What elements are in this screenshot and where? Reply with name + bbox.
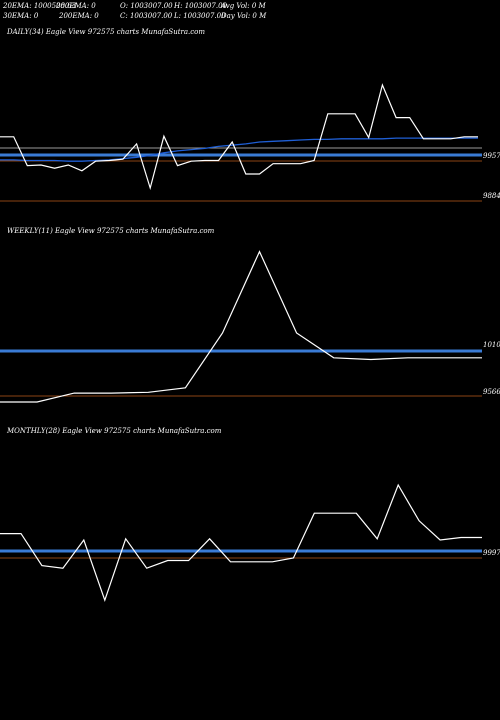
low-text: L: 1003007.00 [174, 12, 226, 20]
ema20-text: 20EMA: 1000508.63 [3, 2, 77, 10]
monthly-y-label: 9997 [483, 549, 500, 557]
weekly-y-label-upper: 10107 [483, 341, 500, 349]
high-text: H: 1003007.00 [174, 2, 227, 10]
avgvol-text: Avg Vol: 0 M [221, 2, 266, 10]
ema30-text: 30EMA: 0 [3, 12, 39, 20]
daily-y-label-lower: 9884 [483, 192, 500, 200]
open-text: O: 1003007.00 [120, 2, 173, 10]
monthly-price-line [0, 483, 482, 603]
weekly-chart-title: WEEKLY(11) Eagle View 972575 charts Muna… [7, 227, 215, 235]
daily-chart-title: DAILY(34) Eagle View 972575 charts Munaf… [7, 28, 206, 36]
ema200-text: 200EMA: 0 [56, 2, 96, 10]
ema200b-text: 200EMA: 0 [59, 12, 99, 20]
daily-ema-line [0, 137, 478, 162]
weekly-price-line [0, 250, 482, 403]
daily-price-line [0, 83, 478, 191]
daily-y-label-upper: 9957 [483, 152, 500, 160]
weekly-y-label-lower: 9566 [483, 388, 500, 396]
close-text: C: 1003007.00 [120, 12, 173, 20]
dayvol-text: Day Vol: 0 M [221, 12, 267, 20]
monthly-chart-title: MONTHLY(28) Eagle View 972575 charts Mun… [7, 427, 222, 435]
